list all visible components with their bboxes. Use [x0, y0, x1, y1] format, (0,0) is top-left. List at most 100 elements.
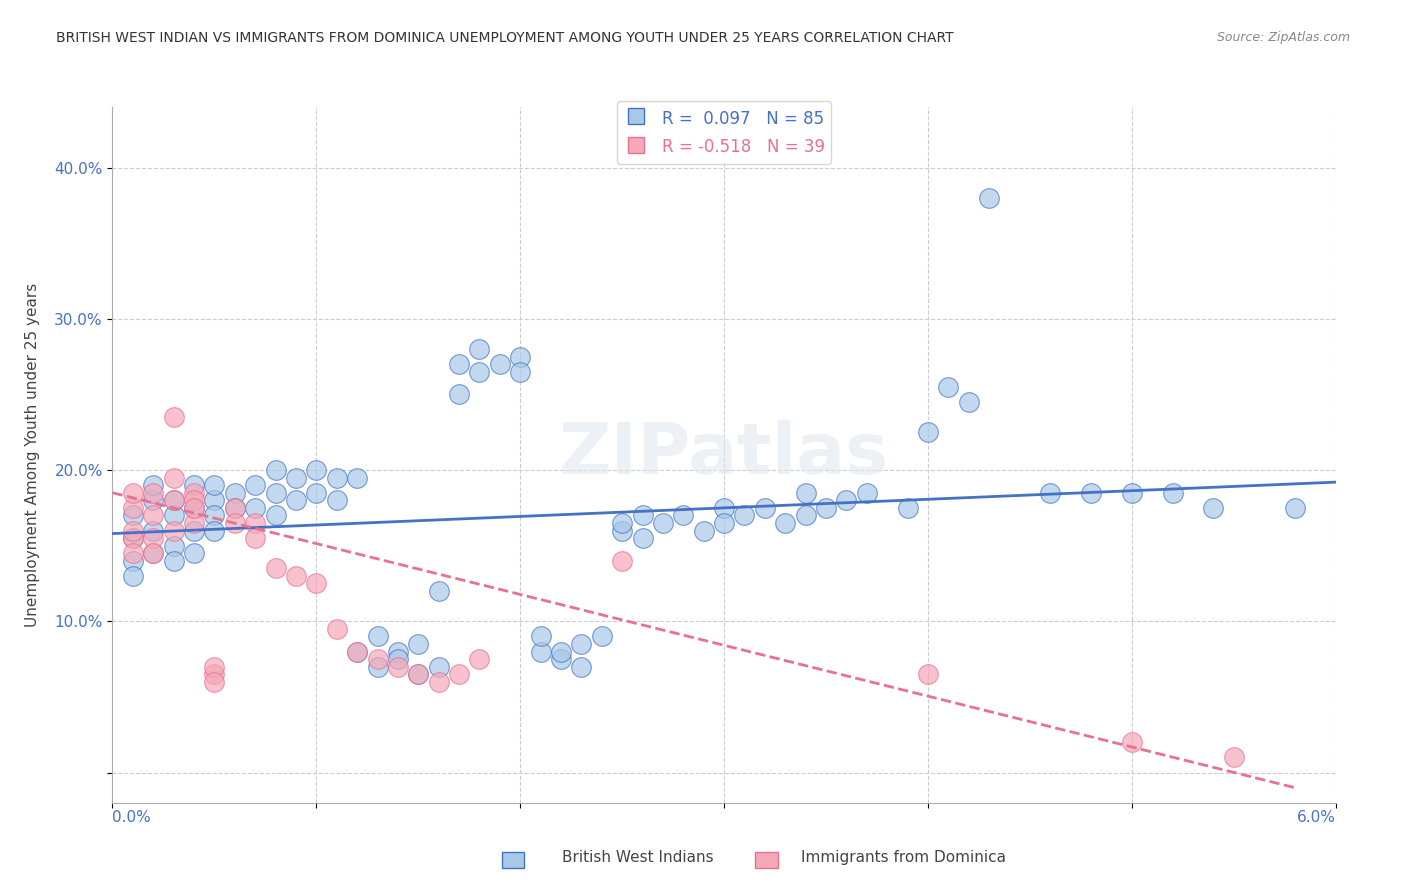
Point [183, 500, 205, 515]
Point [264, 463, 287, 477]
Point [142, 531, 165, 545]
Point [224, 500, 246, 515]
Text: British West Indians: British West Indians [562, 850, 714, 865]
Point [713, 516, 735, 530]
Point [815, 500, 838, 515]
FancyBboxPatch shape [502, 852, 524, 868]
Point [938, 380, 960, 394]
Point [1223, 750, 1246, 764]
Point [163, 524, 186, 538]
Point [468, 365, 491, 379]
Point [408, 637, 430, 651]
Point [122, 500, 145, 515]
Point [142, 546, 165, 560]
Point [142, 493, 165, 508]
Point [367, 652, 389, 666]
Point [775, 516, 797, 530]
Point [367, 629, 389, 643]
Point [122, 554, 145, 568]
Text: ZIPatlas: ZIPatlas [560, 420, 889, 490]
Point [163, 470, 186, 484]
Point [224, 500, 246, 515]
Point [489, 357, 512, 371]
Point [408, 667, 430, 681]
Point [612, 554, 634, 568]
Point [917, 425, 939, 440]
Point [571, 659, 593, 673]
Point [163, 493, 186, 508]
Point [245, 531, 267, 545]
Point [897, 500, 920, 515]
Point [1284, 500, 1306, 515]
Point [305, 576, 328, 591]
Point [183, 546, 205, 560]
Point [427, 659, 450, 673]
Point [122, 546, 145, 560]
Point [163, 554, 186, 568]
Point [835, 493, 858, 508]
Point [509, 365, 531, 379]
Point [917, 667, 939, 681]
Point [163, 539, 186, 553]
Point [612, 516, 634, 530]
Point [408, 667, 430, 681]
Point [142, 524, 165, 538]
Point [652, 516, 675, 530]
Point [367, 659, 389, 673]
Point [183, 524, 205, 538]
Point [183, 478, 205, 492]
Point [264, 508, 287, 523]
Point [142, 478, 165, 492]
Point [794, 485, 817, 500]
Point [122, 524, 145, 538]
Text: 0.0%: 0.0% [112, 810, 152, 825]
Point [245, 500, 267, 515]
Point [122, 531, 145, 545]
Point [122, 508, 145, 523]
Point [284, 493, 308, 508]
Text: 6.0%: 6.0% [1296, 810, 1336, 825]
Point [224, 516, 246, 530]
FancyBboxPatch shape [755, 852, 778, 868]
Point [183, 500, 205, 515]
Point [204, 478, 226, 492]
Point [957, 395, 980, 409]
Point [693, 524, 716, 538]
Point [387, 644, 409, 658]
Point [979, 191, 1001, 205]
Point [530, 629, 553, 643]
Point [142, 546, 165, 560]
Point [346, 644, 368, 658]
Point [284, 569, 308, 583]
Point [204, 524, 226, 538]
Point [468, 652, 491, 666]
Point [326, 470, 349, 484]
Point [571, 637, 593, 651]
Point [672, 508, 695, 523]
Point [122, 531, 145, 545]
Point [612, 524, 634, 538]
Point [449, 667, 471, 681]
Point [1039, 485, 1062, 500]
Point [1121, 485, 1143, 500]
Point [1121, 735, 1143, 749]
Point [245, 478, 267, 492]
Point [163, 410, 186, 425]
Point [204, 674, 226, 689]
Point [346, 470, 368, 484]
Point [204, 667, 226, 681]
Point [326, 622, 349, 636]
Point [509, 350, 531, 364]
Text: BRITISH WEST INDIAN VS IMMIGRANTS FROM DOMINICA UNEMPLOYMENT AMONG YOUTH UNDER 2: BRITISH WEST INDIAN VS IMMIGRANTS FROM D… [56, 31, 953, 45]
Point [163, 493, 186, 508]
Point [427, 584, 450, 599]
Point [387, 659, 409, 673]
Point [163, 508, 186, 523]
Point [245, 516, 267, 530]
Point [387, 652, 409, 666]
Point [855, 485, 877, 500]
Point [326, 493, 349, 508]
Point [449, 387, 471, 401]
Point [204, 659, 226, 673]
Point [713, 500, 735, 515]
